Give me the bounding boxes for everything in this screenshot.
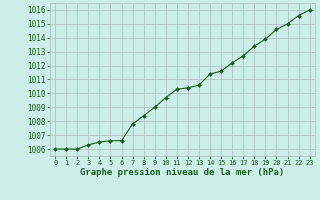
- X-axis label: Graphe pression niveau de la mer (hPa): Graphe pression niveau de la mer (hPa): [80, 168, 284, 177]
